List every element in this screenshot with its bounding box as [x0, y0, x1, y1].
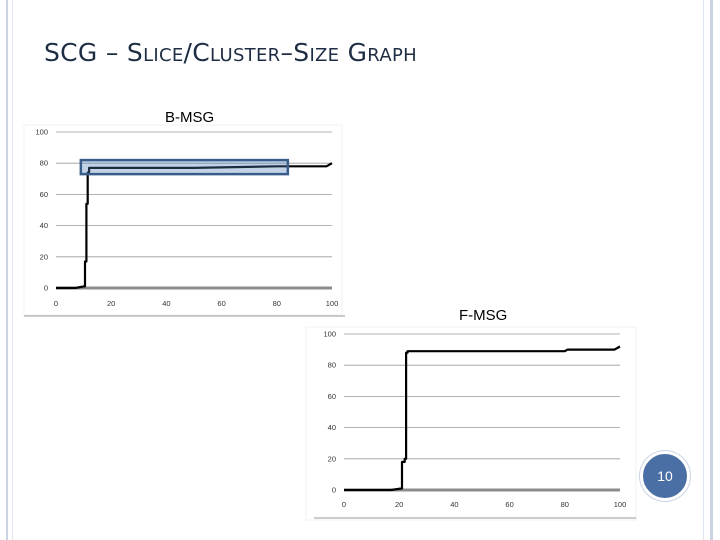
slide-border-left-inner: [12, 0, 13, 540]
page-number-badge: 10: [640, 451, 690, 501]
slide-border-right-inner: [703, 0, 704, 540]
slide-border-right: [710, 0, 713, 540]
title-part: SCG – S: [44, 38, 144, 67]
chart-title: B-MSG: [165, 109, 214, 126]
title-part: RAPH: [367, 45, 417, 66]
y-tick-label: 100: [35, 128, 48, 137]
x-tick-label: 80: [273, 299, 281, 308]
y-tick-label: 80: [328, 361, 336, 370]
x-tick-label: 40: [162, 299, 170, 308]
highlight-box: [79, 158, 290, 176]
series-line: [344, 345, 621, 492]
series-line: [56, 162, 333, 290]
y-tick-label: 20: [40, 252, 48, 261]
title-part: G: [339, 38, 368, 67]
x-tick-label: 0: [54, 299, 58, 308]
x-tick-label: 60: [217, 299, 225, 308]
slide-border-left: [6, 0, 8, 540]
x-tick-label: 100: [614, 500, 627, 509]
x-tick-label: 0: [342, 500, 346, 509]
y-tick-label: 0: [332, 486, 336, 495]
x-tick-label: 60: [505, 500, 513, 509]
title-part: –S: [280, 38, 310, 67]
chart-title: F-MSG: [459, 307, 507, 324]
slide-title: SCG – SLICE/CLUSTER–SIZE GRAPH: [44, 38, 417, 67]
y-tick-label: 20: [328, 454, 336, 463]
x-tick-label: 20: [107, 299, 115, 308]
x-tick-label: 40: [450, 500, 458, 509]
title-part: LUSTER: [210, 45, 281, 66]
y-tick-label: 40: [328, 423, 336, 432]
y-tick-label: 80: [40, 159, 48, 168]
title-part: IZE: [309, 45, 340, 66]
y-tick-label: 40: [40, 221, 48, 230]
chart-area-frame: [23, 124, 343, 316]
y-tick-label: 60: [40, 190, 48, 199]
x-tick-label: 20: [395, 500, 403, 509]
x-tick-label: 100: [326, 299, 339, 308]
title-part: /C: [183, 38, 211, 67]
title-part: LICE: [143, 45, 184, 66]
y-tick-label: 60: [328, 392, 336, 401]
y-tick-label: 100: [323, 330, 336, 339]
chart-area-frame: [305, 326, 637, 521]
y-tick-label: 0: [44, 284, 48, 293]
x-tick-label: 80: [561, 500, 569, 509]
